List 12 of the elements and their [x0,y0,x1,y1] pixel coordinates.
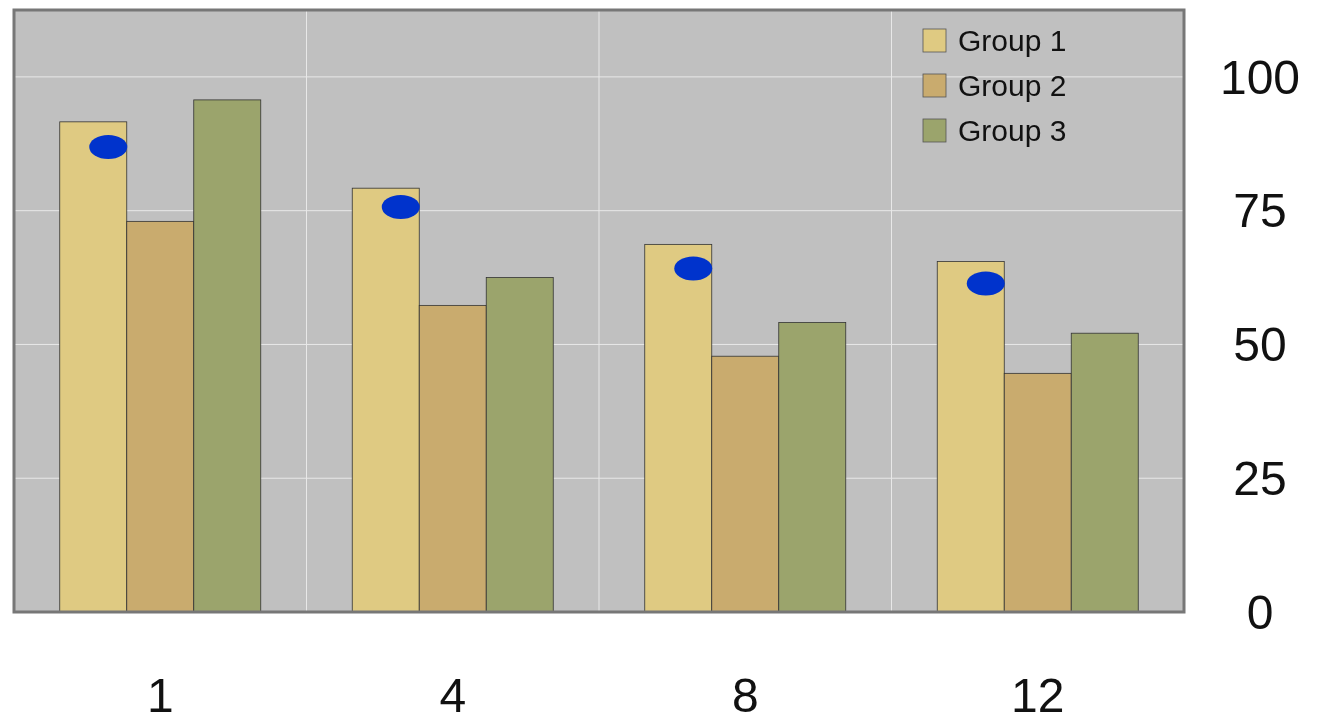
y-tick-label: 25 [1233,452,1287,506]
legend-label: Group 3 [958,113,1067,147]
x-tick-label: 8 [731,669,759,721]
x-tick-label: 12 [1011,669,1065,721]
legend-label: Group 2 [958,68,1067,102]
y-tick-label: 0 [1246,585,1274,639]
x-tick-label: 4 [439,669,467,721]
x-tick-label: 1 [146,669,174,721]
y-tick-label: 75 [1233,184,1287,238]
legend-label: Group 1 [958,23,1067,57]
y-tick-label: 100 [1219,50,1301,104]
y-tick-label: 50 [1233,318,1287,372]
